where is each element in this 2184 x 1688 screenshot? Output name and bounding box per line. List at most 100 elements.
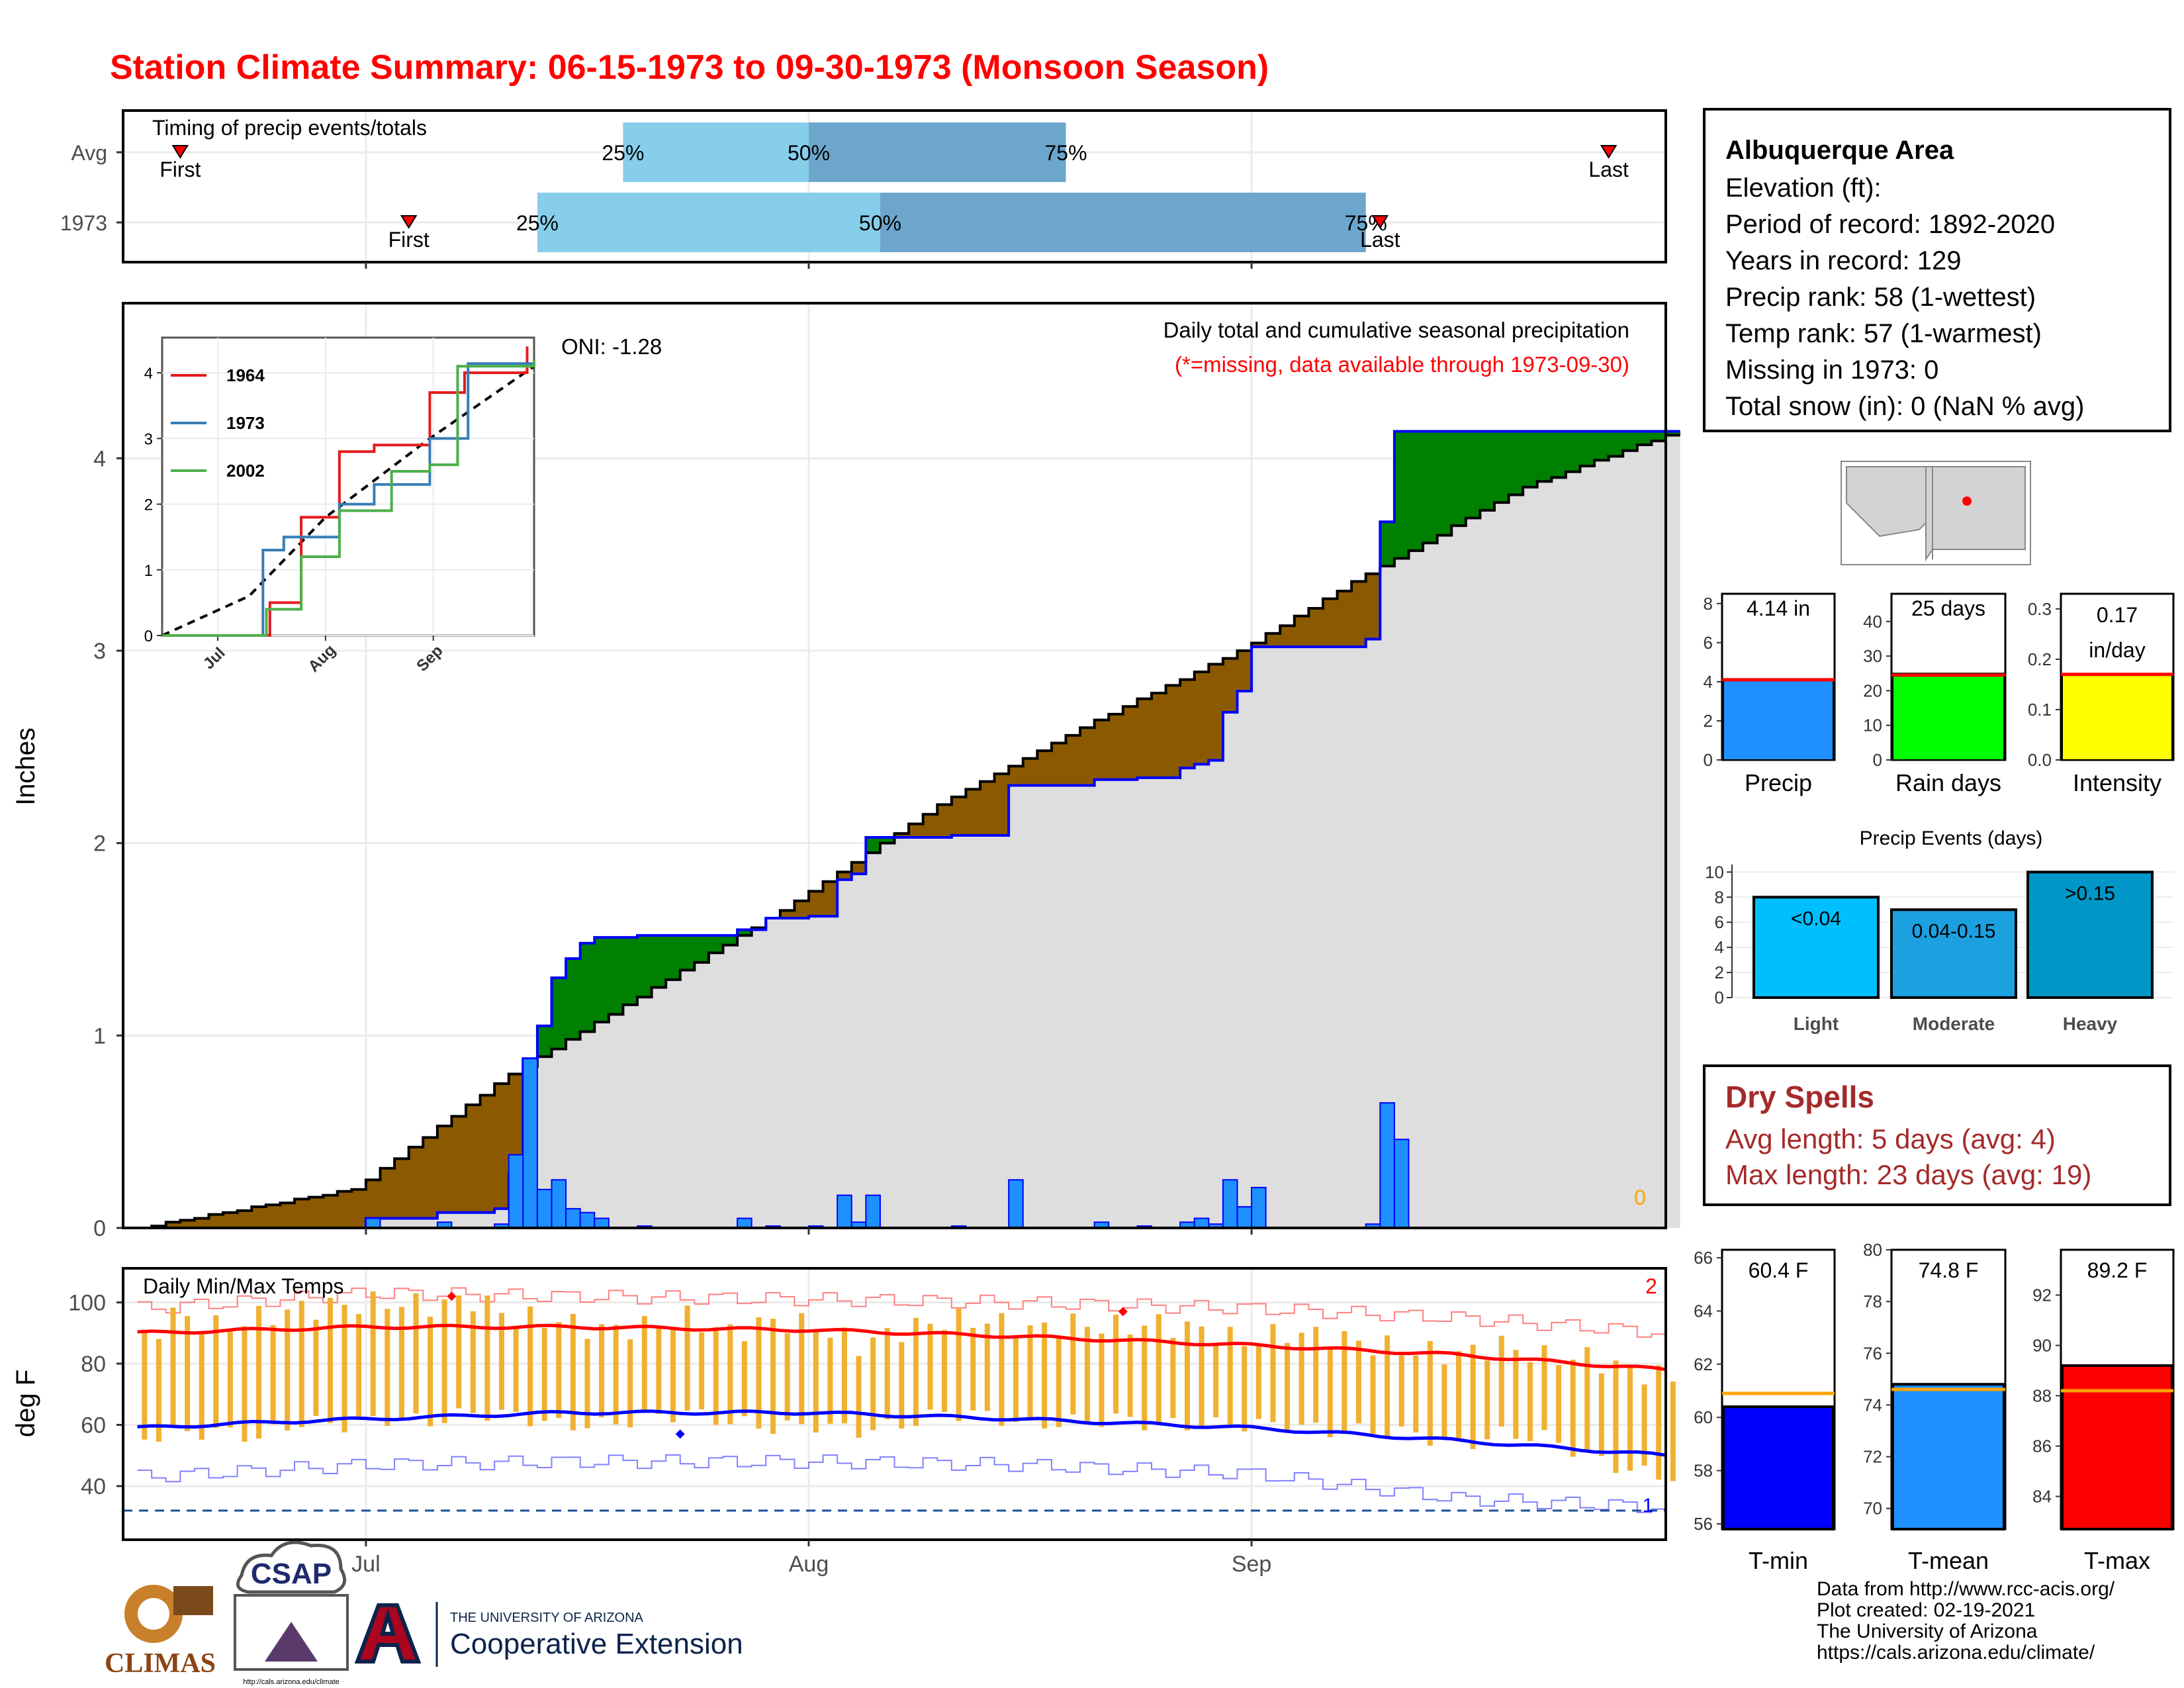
daily-temp-bar xyxy=(1255,1345,1261,1419)
temp-bar-tick-label: 62 xyxy=(1694,1354,1713,1374)
precip-y-tick-label: 2 xyxy=(93,831,106,857)
precip-events-category: Heavy xyxy=(2063,1013,2118,1034)
temp-bar-t-min xyxy=(1722,1405,1835,1530)
daily-temp-bar xyxy=(1285,1342,1291,1433)
summary-bar-tick-label: 30 xyxy=(1863,646,1882,666)
daily-precip-bar xyxy=(737,1217,752,1229)
above-avg-fill xyxy=(608,937,623,1015)
temp-x-tick-label: Jul xyxy=(351,1552,380,1577)
csap-mountain-icon xyxy=(265,1622,318,1662)
ua-a-icon xyxy=(354,1603,422,1664)
daily-temp-bar xyxy=(385,1309,390,1427)
daily-precip-bar xyxy=(1393,1139,1410,1229)
precip-events-tick-label: 0 xyxy=(1715,988,1724,1008)
inset-series-1973 xyxy=(162,362,534,637)
daily-precip-bar xyxy=(536,1188,553,1229)
summary-bar-tick-label: 2 xyxy=(1704,711,1713,731)
daily-temp-bar xyxy=(1056,1337,1062,1427)
summary-bar-precip xyxy=(1723,678,1834,761)
daily-temp-bar xyxy=(313,1319,319,1416)
precip-annotation-title: Daily total and cumulative seasonal prec… xyxy=(1163,318,1629,342)
below-avg-fill xyxy=(780,910,795,919)
missing-count: 0 xyxy=(1634,1186,1646,1209)
below-avg-fill xyxy=(1023,758,1038,786)
temp-bar-tick-label: 84 xyxy=(2032,1487,2052,1507)
summary-bar-tick-label: 0 xyxy=(1873,750,1882,770)
below-avg-fill xyxy=(1251,643,1267,647)
timing-q25-label: 25% xyxy=(602,141,644,165)
climas-logo-block xyxy=(173,1586,213,1615)
timing-first-label: First xyxy=(159,158,201,181)
daily-temp-bar xyxy=(370,1291,376,1417)
below-avg-fill xyxy=(1294,616,1309,647)
temp-bar-name: T-max xyxy=(2084,1547,2150,1574)
daily-temp-bar xyxy=(1184,1321,1190,1430)
dry-spells-max: Max length: 23 days (avg: 19) xyxy=(1725,1159,2092,1190)
below-avg-fill xyxy=(466,1104,481,1213)
below-avg-fill xyxy=(1152,692,1167,778)
inset-y-tick-label: 4 xyxy=(144,365,153,383)
ua-small-text: THE UNIVERSITY OF ARIZONA xyxy=(450,1611,644,1625)
daily-temp-bar xyxy=(1156,1314,1161,1424)
below-avg-fill xyxy=(1323,598,1338,647)
temp-bar-tick-label: 58 xyxy=(1694,1461,1713,1481)
below-avg-fill xyxy=(480,1095,495,1213)
daily-temp-bar xyxy=(1027,1325,1033,1418)
daily-precip-bar xyxy=(1193,1217,1210,1229)
temp-bar-tick-label: 78 xyxy=(1863,1291,1882,1311)
below-avg-fill xyxy=(1009,766,1024,786)
below-avg-fill xyxy=(1194,671,1209,765)
below-avg-fill xyxy=(937,804,952,837)
daily-temp-bar xyxy=(699,1332,705,1410)
daily-temp-bar xyxy=(1441,1364,1447,1439)
inset-y-tick-label: 3 xyxy=(144,430,153,448)
summary-bar-name: Rain days xyxy=(1895,769,2001,796)
timing-bar-q50-q75 xyxy=(809,122,1066,182)
timing-first-marker xyxy=(400,215,418,229)
station-info-lines: Elevation (ft): Period of record: 1892-20… xyxy=(1725,170,2149,425)
below-avg-fill xyxy=(923,814,938,837)
daily-temp-bar xyxy=(185,1316,191,1431)
precip-events-bar-label: <0.04 xyxy=(1791,908,1841,929)
daily-temp-bar xyxy=(1127,1334,1133,1417)
summary-bar-name: Intensity xyxy=(2073,769,2161,796)
precip-events-category: Moderate xyxy=(1913,1013,1995,1034)
above-avg-fill xyxy=(1594,431,1610,461)
below-avg-fill xyxy=(408,1147,424,1219)
daily-temp-bar xyxy=(456,1295,462,1409)
below-avg-fill xyxy=(308,1197,324,1228)
footer-line: The University of Arizona xyxy=(1817,1620,2038,1642)
precip-events-tick-label: 2 xyxy=(1715,962,1724,982)
daily-temp-bar xyxy=(356,1314,362,1419)
daily-temp-bar xyxy=(1541,1345,1547,1430)
above-avg-fill xyxy=(666,935,681,980)
ua-big-text: Cooperative Extension xyxy=(450,1628,743,1660)
daily-temp-bar xyxy=(270,1325,276,1425)
station-info-line: Precip rank: 58 (1-wettest) xyxy=(1725,283,2036,312)
temp-summary-bars: 56 58 60 62 64 66 60.4 F T-min 70 72 74 76 78 80 74.8 … xyxy=(1694,1240,2175,1574)
daily-temp-bar xyxy=(285,1309,291,1430)
daily-temp-bar xyxy=(541,1327,547,1421)
record-high-count: 2 xyxy=(1645,1274,1657,1298)
inset-y-tick-label: 1 xyxy=(144,562,153,580)
daily-temp-bar xyxy=(613,1325,619,1425)
station-location-marker xyxy=(1962,496,1972,506)
summary-bar-rain-days xyxy=(1892,673,2005,761)
below-avg-fill xyxy=(851,862,866,874)
above-avg-fill xyxy=(737,929,752,936)
inset-frame xyxy=(161,336,535,637)
below-avg-fill xyxy=(894,833,909,837)
timing-row-label: 1973 xyxy=(60,211,107,235)
above-avg-fill xyxy=(1394,431,1409,559)
temp-y-tick-label: 100 xyxy=(68,1291,106,1316)
summary-bar-tick-label: 0.0 xyxy=(2028,750,2052,770)
ua-logo: THE UNIVERSITY OF ARIZONA Cooperative Ex… xyxy=(354,1602,743,1667)
temp-y-axis-label: deg F xyxy=(11,1370,40,1437)
temp-bar-tick-label: 70 xyxy=(1863,1499,1882,1519)
below-avg-fill xyxy=(1351,581,1367,647)
observed-cumulative-line xyxy=(137,430,1680,1229)
daily-temp-bar xyxy=(727,1324,733,1425)
oni-value: ONI: -1.28 xyxy=(561,334,662,359)
timing-first-marker xyxy=(171,145,189,159)
